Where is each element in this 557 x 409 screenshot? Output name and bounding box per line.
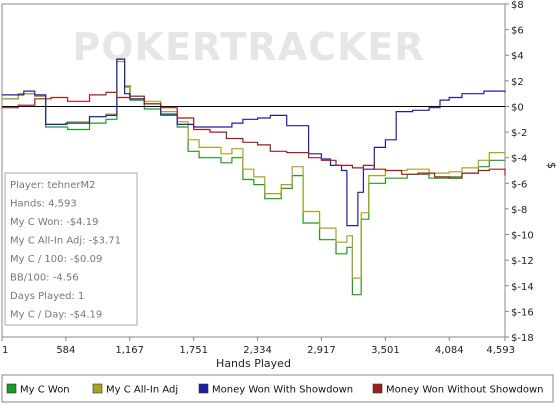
series-line-1 (2, 58, 505, 296)
y-tick-label: $-18 (511, 333, 534, 344)
series-line-4 (2, 91, 506, 179)
y-tick-label: $6 (511, 26, 524, 37)
y-tick-label: $4 (511, 51, 524, 62)
y-tick-label: $-12 (511, 256, 534, 267)
stat-line: Hands: 4,593 (10, 199, 77, 210)
y-axis-title: $ (545, 162, 557, 169)
y-tick-label: $2 (511, 77, 524, 88)
legend-swatch (6, 383, 17, 394)
x-tick-label: 1 (2, 345, 8, 356)
legend-swatch (372, 383, 383, 394)
y-tick-label: $-10 (511, 231, 534, 242)
stats-box-background (4, 172, 138, 326)
y-tick-label: $-6 (511, 179, 527, 190)
series-line-2 (2, 61, 506, 279)
x-tick-label: 2,334 (243, 345, 272, 356)
stat-line: Days Played: 1 (10, 291, 84, 302)
y-tick-label: $-2 (511, 128, 527, 139)
x-tick-label: 3,501 (371, 345, 400, 356)
y-tick-label: $-14 (511, 282, 534, 293)
legend-label: Money Won Without Showdown (386, 385, 544, 396)
legend-swatch (198, 383, 209, 394)
legend-label: My C Won (20, 385, 70, 396)
series-line-3 (2, 58, 506, 227)
legend: My C Won My C All-In Adj Money Won With Sh… (1, 374, 554, 403)
stat-line: My C Won: -$4.19 (10, 217, 98, 228)
stat-line: BB/100: -4.56 (10, 273, 79, 284)
y-tick-label: $-8 (511, 205, 527, 216)
x-axis: 1 584 1,167 1,751 2,334 2,917 3,501 4,084 4,593 (1, 337, 515, 356)
pokertracker-watermark: POKERTRACKER (72, 25, 424, 69)
stat-line: My C / Day: -$4.19 (10, 310, 102, 321)
stat-line: My C / 100: -$0.09 (10, 254, 102, 265)
y-tick-label: $-16 (511, 307, 534, 318)
y-tick-label: $0 (511, 102, 524, 113)
x-tick-label: 4,593 (486, 345, 515, 356)
legend-label: Money Won With Showdown (212, 385, 353, 396)
x-tick-label: 1,751 (179, 345, 208, 356)
series-lines (2, 58, 506, 296)
y-tick-label: $8 (511, 0, 524, 11)
x-tick-label: 2,917 (307, 345, 336, 356)
x-tick-label: 4,084 (435, 345, 464, 356)
y-tick-label: $-4 (511, 154, 527, 165)
x-tick-label: 1,167 (115, 345, 144, 356)
x-tick-label: 584 (56, 345, 75, 356)
x-axis-title: Hands Played (216, 357, 291, 370)
stat-line: Player: tehnerM2 (10, 180, 96, 191)
player-stats-box: Player: tehnerM2 Hands: 4,593 My C Won: -$… (4, 172, 138, 326)
y-axis: $8 $6 $4 $2 $0 $-2 $-4 $-6 $-8 $-10 $-12 $-14 $-16 $-… (505, 0, 534, 344)
stat-line: My C All-In Adj: -$3.71 (10, 236, 121, 247)
legend-swatch (92, 383, 103, 394)
legend-label: My C All-In Adj (106, 385, 178, 396)
